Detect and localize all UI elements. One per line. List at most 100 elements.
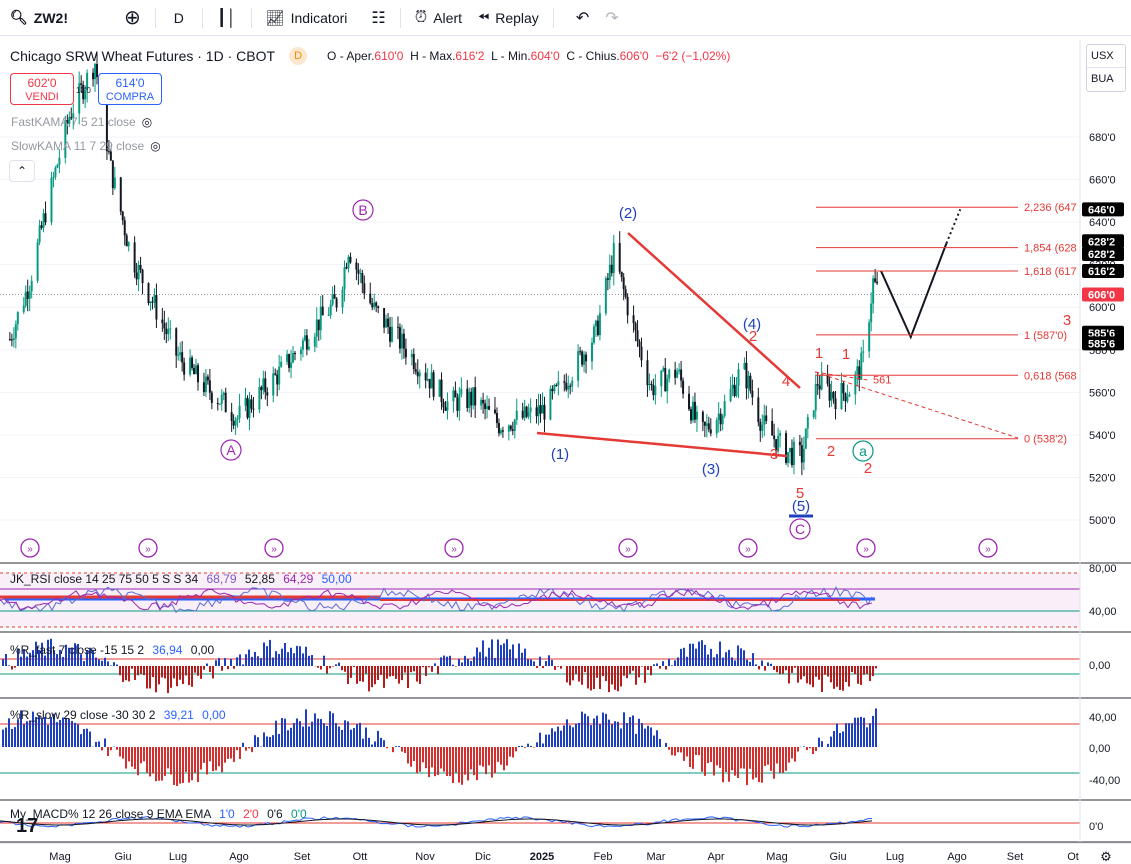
wr-slow-bar: [29, 720, 31, 747]
wr-fast-bar: [194, 666, 196, 673]
alert-button[interactable]: ⏰︎ Alert: [407, 0, 470, 36]
scale-selector[interactable]: USX BUA: [1086, 44, 1126, 92]
event-marker-arrow: »: [451, 544, 457, 555]
slowkama-legend[interactable]: SlowKAMA 11 7 29 close ◎: [11, 139, 161, 153]
candle-body: [288, 354, 291, 368]
candle-body: [632, 315, 635, 324]
indicator-panes: 17: [0, 562, 1131, 843]
wr-fast-bar: [242, 664, 244, 666]
candle-body: [662, 368, 665, 371]
chart-title[interactable]: Chicago SRW Wheat Futures · 1D · CBOT: [10, 48, 276, 64]
macd-legend[interactable]: My_MACD% 12 26 close 9 EMA EMA 1'0 2'0 0…: [10, 807, 307, 821]
wr-slow-bar: [140, 747, 142, 764]
market-status-badge[interactable]: D: [289, 47, 308, 65]
wr-fast-bar: [359, 666, 361, 682]
wr-slow-bar: [617, 721, 619, 747]
wr-slow-legend[interactable]: %R_slow 29 close -30 30 2 39,21 0,00: [10, 708, 226, 722]
eye-off-icon[interactable]: ◎: [141, 115, 153, 129]
symbol-search-button[interactable]: 🔍︎ ZW2!: [0, 0, 76, 36]
candle-body: [775, 439, 778, 452]
compare-button[interactable]: ⊕: [116, 0, 149, 36]
buy-button[interactable]: 614'0 COMPRA: [98, 73, 162, 105]
undo-button[interactable]: ↶: [568, 0, 597, 36]
time-axis[interactable]: Mag Giu Lug Ago Set Ott Nov Dic 2025 Feb Mar Apr Mag…: [0, 842, 1131, 864]
rsi-legend[interactable]: JK_RSI close 14 25 75 50 5 S S 34 68,79 …: [10, 572, 352, 586]
fastkama-legend[interactable]: FastKAMA 7 5 21 close ◎: [11, 115, 152, 129]
interval-button[interactable]: D: [162, 0, 196, 36]
price-axis[interactable]: 680'0660'0640'0620'0600'0580'0560'0540'0…: [1079, 40, 1124, 842]
candle-body: [222, 392, 225, 396]
open-value: 610'0: [374, 49, 404, 63]
wr-slow-bar: [332, 713, 334, 747]
event-marker-arrow: »: [271, 544, 277, 555]
wr-slow-bar: [659, 738, 661, 747]
wr-slow-bar: [731, 747, 733, 771]
replay-button[interactable]: ⏪︎ Replay: [470, 0, 547, 36]
x-tick-label: Feb: [594, 851, 613, 863]
wr-fast-bar: [605, 666, 607, 682]
wr-slow-bar: [230, 747, 232, 759]
candle-body: [592, 326, 595, 343]
wr-slow-bar: [311, 721, 313, 747]
wr-slow-bar: [833, 730, 835, 747]
wr-fast-bar: [863, 666, 865, 675]
wr-slow-bar: [629, 717, 631, 747]
redo-button[interactable]: ↷: [597, 0, 626, 36]
wr-slow-bar: [80, 734, 82, 747]
candle-body: [26, 291, 29, 299]
candle-body: [78, 83, 81, 114]
candle-body: [177, 354, 180, 356]
wr-fast-bar: [797, 666, 799, 683]
candle-body: [733, 384, 736, 396]
unit-label[interactable]: BUA: [1091, 73, 1114, 85]
wr-slow-bar: [284, 718, 286, 747]
candle-body: [30, 280, 33, 292]
candle-body: [446, 401, 449, 411]
eye-off-icon[interactable]: ◎: [150, 139, 161, 153]
chart-type-button[interactable]: ┃│: [209, 0, 245, 36]
collapse-legend-button[interactable]: ⌃: [9, 160, 35, 182]
wr-slow-bar: [809, 747, 811, 749]
wr-fast-bar: [854, 666, 856, 675]
wr-fast-bar: [380, 666, 382, 675]
candle-body: [721, 415, 724, 425]
candle-body: [501, 430, 504, 432]
replay-label: Replay: [495, 9, 539, 26]
layouts-button[interactable]: ☷: [363, 0, 393, 36]
wr-fast-bar: [245, 654, 247, 666]
wr-fast-bar: [365, 666, 367, 674]
wave-label: 2: [864, 460, 872, 477]
currency-label[interactable]: USX: [1087, 45, 1125, 68]
candle-body: [139, 264, 142, 270]
wr-slow-bar: [101, 747, 103, 751]
rsi-value-4: 50,00: [321, 572, 352, 586]
wr-slow-bar: [194, 747, 196, 773]
wr-slow-bar: [797, 747, 799, 752]
wr-fast-bar: [32, 650, 34, 666]
wr-slow-bar: [608, 719, 610, 747]
wr-fast-legend[interactable]: %R_fast 7 close -15 15 2 36,94 0,00: [10, 643, 214, 657]
wr-slow-bar: [812, 747, 814, 755]
wr-slow-bar: [821, 741, 823, 747]
x-tick-label: Lug: [886, 851, 904, 863]
candle-body: [343, 267, 346, 290]
candle-body: [844, 393, 847, 402]
wr-slow-bar: [767, 747, 769, 765]
candle-body: [418, 372, 421, 377]
wr-slow-bar: [278, 733, 280, 747]
wr-fast-bar: [542, 666, 544, 669]
wr-slow-bar: [524, 747, 526, 748]
wr-fast-bar: [437, 666, 439, 675]
indicators-button[interactable]: 📈︎ Indicatori: [258, 0, 356, 36]
wr-slow-bar: [104, 738, 106, 747]
wr-fast-bar: [260, 658, 262, 666]
wr-fast-bar: [809, 666, 811, 685]
wr-slow-bar: [830, 736, 832, 747]
candle-body: [729, 388, 732, 402]
sell-button[interactable]: 602'0 VENDI: [10, 73, 74, 105]
candle-body: [567, 385, 570, 390]
wr-slow-bar: [398, 746, 400, 747]
wr-fast-bar: [788, 666, 790, 684]
wr-slow-bar: [251, 747, 253, 753]
